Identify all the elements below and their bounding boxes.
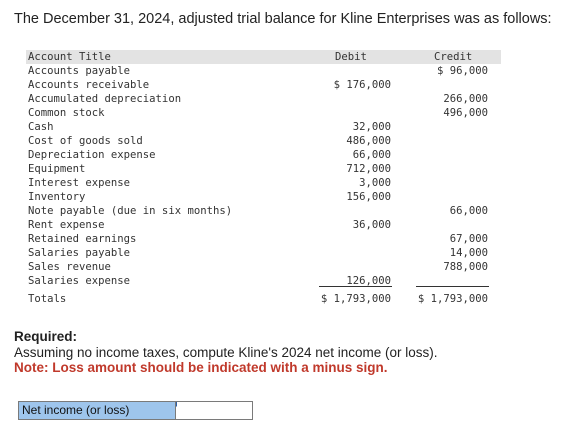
- credit-total-rule: [416, 286, 489, 287]
- row-account-title: Sales revenue: [28, 261, 111, 273]
- row-account-title: Interest expense: [28, 177, 131, 189]
- table-row: Rent expense 36,000: [26, 218, 501, 232]
- row-credit: 496,000: [443, 107, 488, 119]
- table-row: Inventory 156,000: [26, 190, 501, 204]
- row-account-title: Accumulated depreciation: [28, 93, 182, 105]
- row-credit: $ 96,000: [436, 65, 488, 77]
- row-account-title: Note payable (due in six months): [28, 205, 233, 217]
- row-credit: 67,000: [449, 233, 488, 245]
- row-account-title: Depreciation expense: [28, 149, 156, 161]
- table-header: Account Title Debit Credit: [26, 50, 501, 64]
- row-credit: 14,000: [449, 247, 488, 259]
- row-account-title: Cost of goods sold: [28, 135, 143, 147]
- row-debit: 126,000: [346, 275, 391, 287]
- table-row: Note payable (due in six months) 66,000: [26, 204, 501, 218]
- row-account-title: Common stock: [28, 107, 105, 119]
- table-row: Accumulated depreciation 266,000: [26, 92, 501, 106]
- row-account-title: Equipment: [28, 163, 86, 175]
- table-row: Interest expense 3,000: [26, 176, 501, 190]
- required-section: Required: Assuming no income taxes, comp…: [14, 329, 438, 376]
- required-text: Assuming no income taxes, compute Kline'…: [14, 344, 438, 360]
- table-row: Retained earnings 67,000: [26, 232, 501, 246]
- intro-text: The December 31, 2024, adjusted trial ba…: [14, 11, 552, 27]
- row-credit: 788,000: [443, 261, 488, 273]
- row-debit: $ 176,000: [333, 79, 391, 91]
- table-row: Salaries payable 14,000: [26, 246, 501, 260]
- row-account-title: Salaries expense: [28, 275, 131, 287]
- header-account-title: Account Title: [28, 51, 111, 63]
- row-account-title: Cash: [28, 121, 54, 133]
- table-row: Cost of goods sold 486,000: [26, 134, 501, 148]
- net-income-label: Net income (or loss): [19, 402, 176, 419]
- row-account-title: Accounts payable: [28, 65, 131, 77]
- answer-row: Net income (or loss): [18, 401, 253, 420]
- row-debit: 486,000: [346, 135, 391, 147]
- table-row: Common stock 496,000: [26, 106, 501, 120]
- table-row: Sales revenue 788,000: [26, 260, 501, 274]
- table-row: Cash 32,000: [26, 120, 501, 134]
- row-debit: 156,000: [346, 191, 391, 203]
- row-account-title: Retained earnings: [28, 233, 137, 245]
- totals-label: Totals: [28, 293, 67, 305]
- table-row: Depreciation expense 66,000: [26, 148, 501, 162]
- row-account-title: Salaries payable: [28, 247, 131, 259]
- row-debit: 66,000: [352, 149, 391, 161]
- row-debit: 36,000: [352, 219, 391, 231]
- row-debit: 712,000: [346, 163, 391, 175]
- table-row: Equipment 712,000: [26, 162, 501, 176]
- row-account-title: Rent expense: [28, 219, 105, 231]
- row-debit: 3,000: [359, 177, 391, 189]
- row-debit: 32,000: [352, 121, 391, 133]
- debit-total-rule: [319, 286, 392, 287]
- table-row: Accounts receivable $ 176,000: [26, 78, 501, 92]
- row-credit: 66,000: [449, 205, 488, 217]
- required-heading: Required:: [14, 329, 78, 344]
- row-account-title: Inventory: [28, 191, 86, 203]
- header-credit: Credit: [434, 51, 473, 63]
- table-row: Salaries expense 126,000: [26, 274, 501, 288]
- totals-row: Totals $ 1,793,000 $ 1,793,000: [26, 292, 501, 306]
- net-income-input[interactable]: [177, 402, 252, 419]
- totals-debit: $ 1,793,000: [320, 293, 391, 305]
- row-credit: 266,000: [443, 93, 488, 105]
- required-note: Note: Loss amount should be indicated wi…: [14, 360, 388, 375]
- header-debit: Debit: [335, 51, 367, 63]
- table-row: Accounts payable $ 96,000: [26, 64, 501, 78]
- row-account-title: Accounts receivable: [28, 79, 150, 91]
- totals-credit: $ 1,793,000: [417, 293, 488, 305]
